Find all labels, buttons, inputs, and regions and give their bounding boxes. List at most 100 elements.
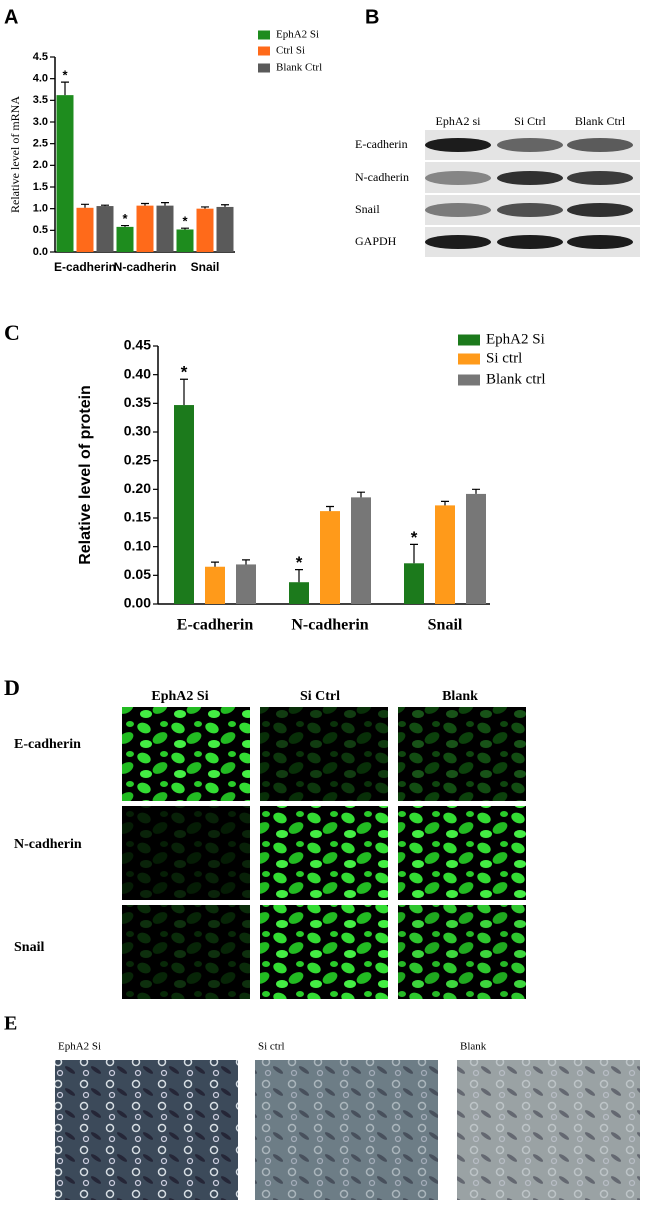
if-cells <box>398 707 526 801</box>
error-bar <box>101 204 109 207</box>
x-tick-label: N-cadherin <box>114 260 177 274</box>
if-row-label: E-cadherin <box>14 737 81 752</box>
if-cells <box>398 905 526 999</box>
x-tick-label: E-cadherin <box>177 617 254 634</box>
panel-label: B <box>365 6 379 28</box>
bar <box>156 205 174 252</box>
blot-band <box>567 203 633 217</box>
error-bar <box>180 378 188 406</box>
error-bar <box>242 559 250 565</box>
blot-row-label: E-cadherin <box>355 137 408 151</box>
blot-band <box>567 235 633 249</box>
blot-band <box>497 171 563 185</box>
if-cells <box>260 806 388 900</box>
bar <box>76 207 94 252</box>
morphology-label: Blank <box>460 1041 487 1053</box>
if-column-label: Si Ctrl <box>300 689 340 704</box>
bar <box>320 511 340 604</box>
y-tick-label: 4.5 <box>33 51 48 63</box>
blot-row-label: N-cadherin <box>355 170 409 184</box>
bar <box>196 208 214 252</box>
if-column-label: EphA2 Si <box>151 689 208 704</box>
error-bar <box>211 561 219 567</box>
blot-band <box>425 171 491 185</box>
y-tick-label: 0.5 <box>33 224 48 236</box>
if-cells <box>260 707 388 801</box>
morphology-label: EphA2 Si <box>58 1041 101 1053</box>
error-bar <box>326 505 334 512</box>
blot-band <box>567 138 633 152</box>
morphology-cells <box>255 1060 438 1200</box>
error-bar <box>121 224 129 227</box>
legend-swatch <box>458 334 480 346</box>
bar <box>116 226 134 252</box>
bar <box>236 564 256 604</box>
legend-swatch <box>258 30 270 40</box>
error-bar <box>201 206 209 209</box>
y-tick-label: 4.0 <box>33 73 48 85</box>
x-tick-label: Snail <box>428 617 463 634</box>
y-tick-label: 0.10 <box>124 537 151 553</box>
y-tick-label: 0.20 <box>124 480 151 496</box>
legend-label: EphA2 Si <box>276 29 319 41</box>
bar <box>351 497 371 604</box>
panel-label: D <box>4 675 20 700</box>
y-tick-label: 0.40 <box>124 365 151 381</box>
morphology-cells <box>55 1060 238 1200</box>
blot-band <box>567 171 633 185</box>
error-bar <box>295 569 303 583</box>
y-tick-label: 0.05 <box>124 566 151 582</box>
y-tick-label: 0.45 <box>124 337 151 353</box>
blot-column-label: Si Ctrl <box>514 114 546 128</box>
legend-label: Ctrl Si <box>276 45 305 57</box>
y-tick-label: 0.30 <box>124 423 151 439</box>
y-tick-label: 3.5 <box>33 94 48 106</box>
x-tick-label: N-cadherin <box>291 617 368 634</box>
if-cells <box>122 905 250 999</box>
legend-label: Blank Ctrl <box>276 62 322 74</box>
error-bar <box>161 202 169 206</box>
legend-swatch <box>458 353 480 365</box>
if-cells <box>122 806 250 900</box>
blot-row-label: GAPDH <box>355 234 397 248</box>
significance-mark: * <box>182 214 188 229</box>
legend-label: Blank ctrl <box>486 371 546 387</box>
blot-band <box>425 138 491 152</box>
blot-band <box>497 235 563 249</box>
panel-label: A <box>4 6 18 28</box>
bar <box>435 505 455 604</box>
blot-band <box>497 203 563 217</box>
if-cells <box>122 707 250 801</box>
error-bar <box>472 488 480 494</box>
bar <box>174 405 194 604</box>
blot-column-label: Blank Ctrl <box>575 114 626 128</box>
legend-swatch <box>458 374 480 386</box>
bar <box>404 563 424 604</box>
blot-band <box>425 235 491 249</box>
bar <box>205 566 225 604</box>
significance-mark: * <box>122 211 128 226</box>
significance-mark: * <box>296 553 303 572</box>
morphology-label: Si ctrl <box>258 1041 285 1053</box>
y-tick-label: 2.0 <box>33 159 48 171</box>
panel-label: C <box>4 320 20 345</box>
blot-row-label: Snail <box>355 202 380 216</box>
error-bar <box>410 543 418 564</box>
legend-swatch <box>258 63 270 73</box>
if-cells <box>398 806 526 900</box>
legend-swatch <box>258 46 270 56</box>
blot-column-label: EphA2 si <box>436 114 482 128</box>
bar <box>96 206 114 252</box>
panel-label: E <box>4 1013 17 1035</box>
significance-mark: * <box>181 363 188 382</box>
if-cells <box>260 905 388 999</box>
error-bar <box>141 202 149 206</box>
if-row-label: Snail <box>14 940 44 955</box>
error-bar <box>221 204 229 207</box>
y-tick-label: 2.5 <box>33 138 48 150</box>
y-tick-label: 3.0 <box>33 116 48 128</box>
significance-mark: * <box>62 68 68 83</box>
error-bar <box>61 81 69 96</box>
y-tick-label: 0.35 <box>124 394 151 410</box>
error-bar <box>181 227 189 230</box>
